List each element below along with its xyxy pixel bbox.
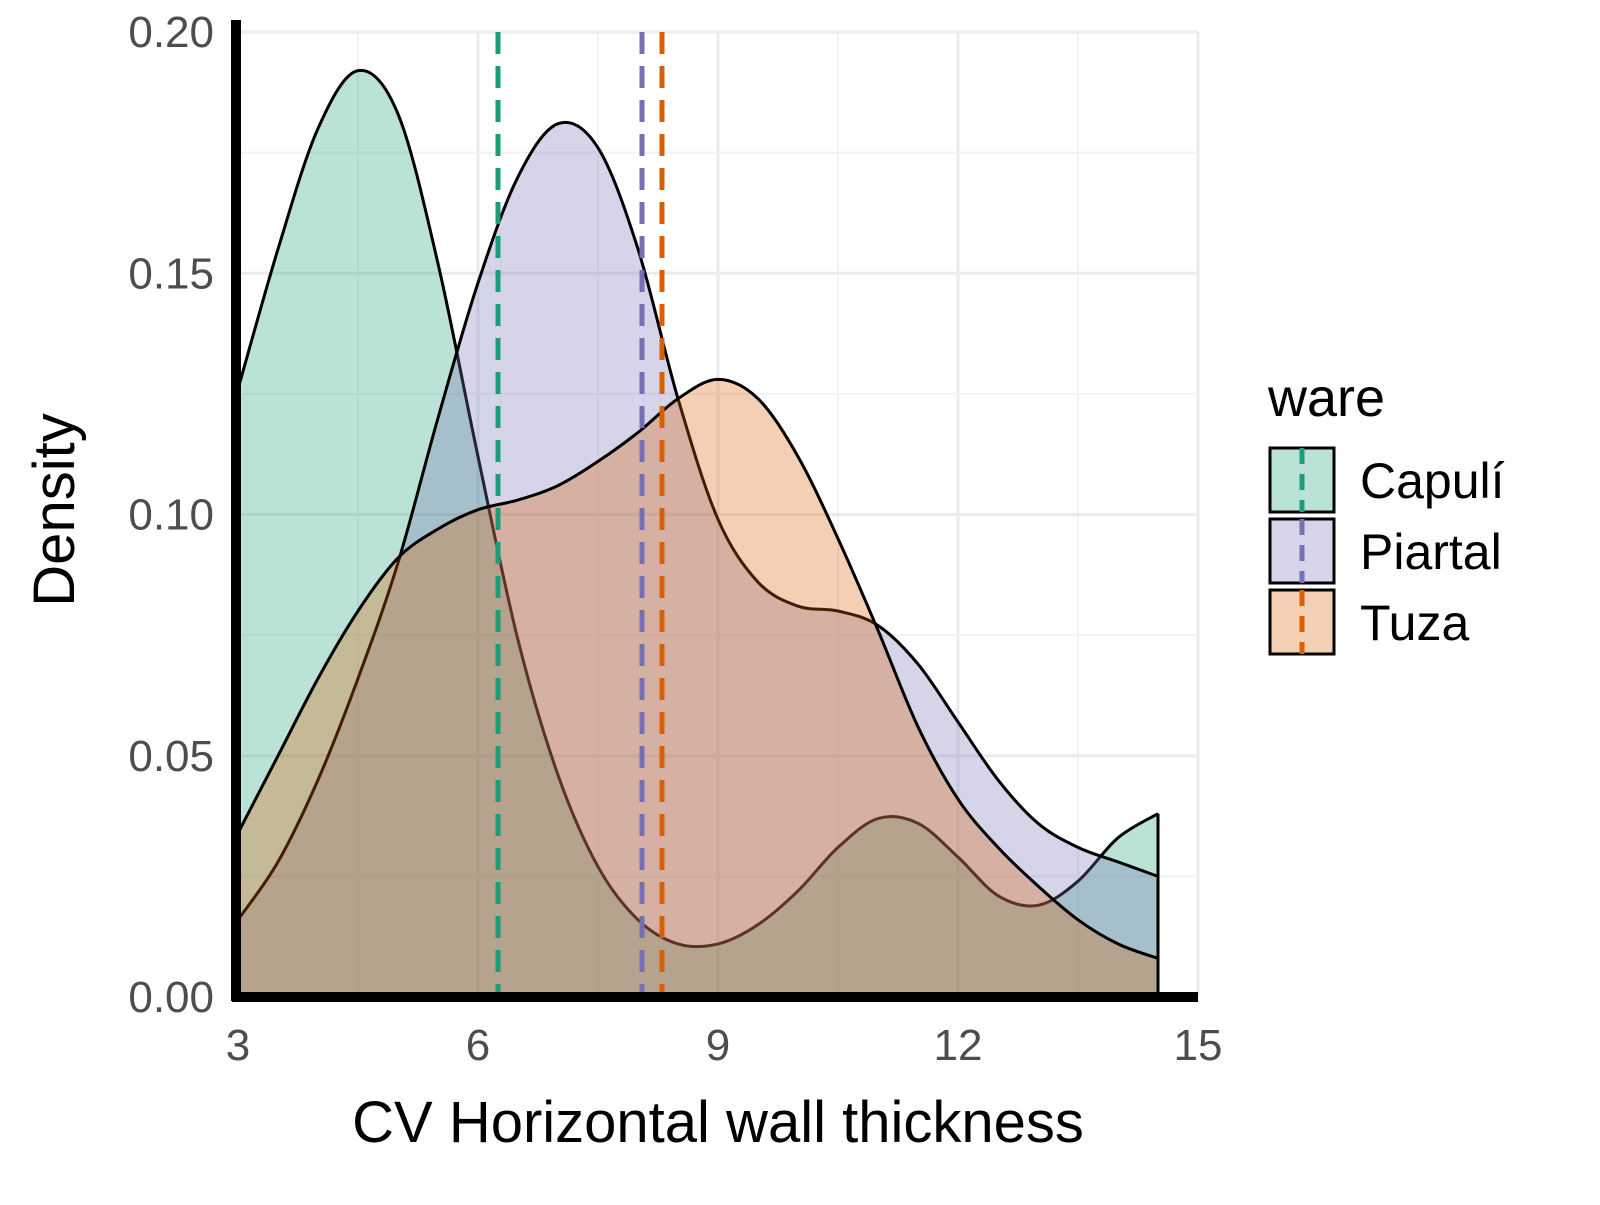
density-line-piartal [236,121,1159,921]
y-tick-label: 0.05 [128,732,214,781]
x-tick-label: 12 [934,1021,983,1070]
y-axis-title: Density [22,413,87,606]
x-tick-label: 6 [466,1021,490,1070]
legend: ware Capulí Piartal Tuza [1267,368,1505,656]
density-area-piartal [238,122,1158,998]
y-tick-label: 0.10 [128,491,214,540]
y-tick-label: 0.20 [128,8,214,57]
legend-label-capul: Capulí [1360,453,1505,509]
tick-labels: 3 6 9 12 15 0.00 0.05 0.10 0.15 0.20 [128,8,1222,1070]
x-tick-label: 3 [226,1021,250,1070]
axes [231,20,1198,1002]
legend-title: ware [1267,368,1385,428]
density-area-tuza [238,379,1158,997]
legend-label-tuza: Tuza [1360,595,1469,651]
y-tick-label: 0.15 [128,249,214,298]
density-line-capul [236,68,1159,949]
x-tick-label: 15 [1174,1021,1223,1070]
legend-label-piartal: Piartal [1360,524,1502,580]
x-tick-label: 9 [706,1021,730,1070]
density-line-tuza [236,377,1159,960]
density-area-capul [238,70,1158,997]
grid-lines [236,30,1200,999]
mean-lines [495,32,665,997]
x-axis-title: CV Horizontal wall thickness [352,1090,1084,1155]
y-tick-label: 0.00 [128,973,214,1022]
density-areas [236,68,1160,998]
